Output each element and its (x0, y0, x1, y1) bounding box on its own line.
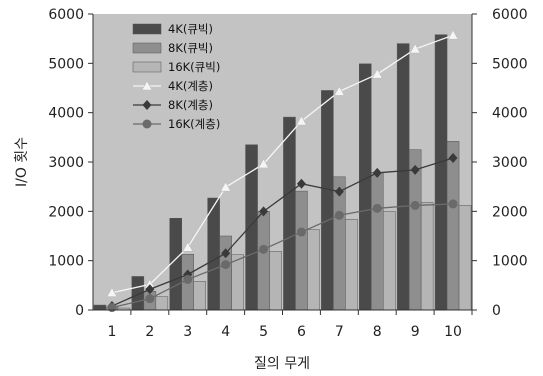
point-2-2 (145, 284, 155, 295)
bar-1-1 (93, 304, 107, 311)
legend-label-2: 8K(큐빅) (168, 41, 213, 55)
secondary-y-tick-label: 1000 (492, 254, 528, 270)
bar-2-5 (257, 211, 270, 311)
legend-label-6: 16K(계층) (168, 117, 220, 131)
legend-label-3: 16K(큐빅) (168, 60, 220, 74)
bar-series-group (93, 34, 472, 311)
legend-marker-5 (142, 100, 152, 110)
point-3-7 (334, 210, 344, 220)
secondary-y-tick-label: 3000 (492, 155, 528, 171)
bar-3-3 (193, 281, 206, 311)
bar-1-7 (321, 90, 334, 311)
x-tick-label: 8 (373, 324, 382, 340)
point-1-7 (333, 85, 345, 96)
y-tick-label: 3000 (48, 155, 84, 171)
bar-3-9 (420, 202, 434, 311)
point-3-6 (296, 227, 306, 237)
x-tick-label: 2 (145, 324, 154, 340)
y-tick-label: 1000 (48, 254, 84, 270)
legend-label-4: 4K(계층) (168, 79, 213, 93)
point-1-6 (295, 115, 307, 126)
point-3-9 (410, 200, 420, 210)
point-3-5 (259, 244, 269, 254)
legend: 4K(큐빅) 8K(큐빅) 16K(큐빅) 4K(계층) 8K(계층) 16K(계층) (127, 17, 224, 135)
bar-1-5 (245, 144, 258, 311)
x-tick-label: 5 (259, 324, 268, 340)
bar-3-6 (307, 229, 320, 311)
bar-1-6 (283, 116, 296, 311)
legend-marker-6 (142, 119, 152, 129)
y-tick-label: 6000 (48, 7, 84, 23)
point-1-5 (258, 158, 270, 169)
legend-marker-4 (141, 80, 153, 91)
point-2-5 (259, 206, 269, 217)
x-tick-label: 10 (444, 324, 462, 340)
bar-2-8 (371, 172, 384, 311)
point-3-2 (145, 294, 155, 304)
legend-label-5: 8K(계층) (168, 98, 213, 112)
line-series-1 (111, 34, 454, 294)
point-3-4 (221, 260, 231, 270)
x-tick-label: 4 (221, 324, 230, 340)
legend-label-1: 4K(큐빅) (168, 22, 213, 36)
point-1-4 (220, 181, 232, 192)
x-tick-label: 7 (335, 324, 344, 340)
bar-3-7 (345, 218, 358, 311)
y-tick-label: 2000 (48, 204, 84, 220)
line-series-group (106, 29, 459, 313)
y-tick-label: 5000 (48, 56, 84, 72)
legend-swatch-1 (132, 23, 162, 35)
y-tick-label: 0 (75, 303, 84, 319)
line-series-2 (111, 157, 454, 307)
bar-2-10 (446, 141, 460, 311)
bar-3-2 (155, 296, 169, 311)
x-tick-label: 3 (183, 324, 192, 340)
secondary-y-tick-label: 6000 (492, 7, 528, 23)
bar-1-4 (207, 197, 220, 311)
legend-swatch-2 (132, 42, 162, 54)
line-series-3 (111, 203, 454, 309)
bar-3-4 (231, 254, 244, 311)
bar-2-7 (333, 176, 346, 311)
point-1-3 (182, 241, 194, 252)
secondary-y-tick-label: 2000 (492, 204, 528, 220)
bar-2-6 (295, 190, 308, 311)
point-3-1 (107, 303, 117, 313)
bar-3-8 (383, 211, 396, 311)
point-2-8 (372, 167, 382, 178)
legend-box (127, 17, 224, 135)
bar-1-10 (434, 34, 448, 311)
point-1-9 (409, 43, 421, 54)
secondary-y-tick-label: 5000 (492, 56, 528, 72)
y-axis-title: I/O 횟수 (14, 137, 30, 187)
x-axis-title: 질의 무게 (254, 356, 310, 372)
point-2-9 (410, 164, 420, 175)
secondary-y-tick-label: 0 (492, 303, 501, 319)
point-2-4 (221, 248, 231, 259)
axes-group: 0 1000 2000 3000 4000 5000 6000 0 1000 2000 3000 40… (48, 7, 527, 340)
x-tick-label: 1 (107, 324, 116, 340)
legend-swatch-3 (132, 61, 162, 73)
point-1-8 (371, 68, 383, 79)
point-2-6 (296, 178, 306, 189)
point-3-8 (372, 203, 382, 213)
bar-1-3 (169, 217, 182, 311)
secondary-y-tick-label: 4000 (492, 106, 528, 122)
x-tick-label: 6 (297, 324, 306, 340)
bar-2-4 (219, 235, 232, 311)
bar-1-8 (359, 63, 372, 311)
point-3-10 (448, 199, 458, 209)
point-2-7 (334, 186, 344, 197)
y-tick-label: 4000 (48, 106, 84, 122)
point-3-3 (183, 274, 193, 284)
point-1-1 (106, 287, 118, 298)
bar-3-10 (458, 205, 472, 311)
point-2-10 (448, 153, 458, 164)
x-tick-label: 9 (411, 324, 420, 340)
point-1-10 (447, 29, 459, 40)
bar-3-5 (269, 251, 282, 311)
bar-1-9 (396, 43, 410, 311)
